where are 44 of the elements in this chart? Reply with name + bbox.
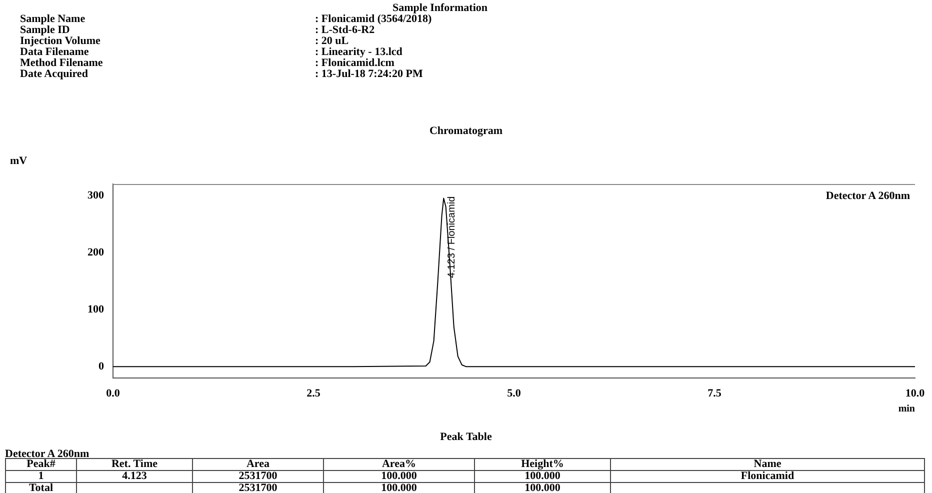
text: 100.000 bbox=[324, 470, 474, 482]
text: 100.000 bbox=[474, 482, 610, 493]
text: Peak Table bbox=[439, 431, 493, 443]
text: Height% bbox=[474, 458, 610, 470]
x-axis-title: min bbox=[898, 404, 916, 415]
text: Peak# bbox=[6, 458, 76, 470]
x-tick-label: 0.0 bbox=[106, 387, 120, 400]
text: : L-Std-6-R2 bbox=[315, 24, 375, 36]
text: mV bbox=[10, 155, 28, 167]
y-tick-label: 200 bbox=[88, 246, 104, 258]
y-tick-label: 0 bbox=[98, 360, 104, 372]
text: : Linearity - 13.lcd bbox=[315, 46, 402, 58]
text: Detector A 260nm bbox=[5, 448, 90, 460]
text: Area% bbox=[324, 458, 474, 470]
y-tick-label: 300 bbox=[88, 189, 104, 202]
text: : 13-Jul-18 7:24:20 PM bbox=[315, 68, 423, 80]
text: 4.123 bbox=[76, 470, 192, 482]
text: Sample Information bbox=[391, 2, 489, 14]
text: Sample Name bbox=[20, 13, 86, 25]
text: Data Filename bbox=[20, 46, 89, 58]
x-tick-label: 10.0 bbox=[905, 387, 926, 400]
text: : Flonicamid.lcm bbox=[315, 57, 394, 69]
text: Flonicamid bbox=[610, 470, 924, 482]
text: 100.000 bbox=[474, 470, 610, 482]
x-tick-label: 2.5 bbox=[306, 387, 321, 400]
annotation: Detector A 260nm bbox=[824, 190, 910, 202]
text: Method Filename bbox=[20, 57, 103, 69]
text: 2531700 bbox=[192, 482, 324, 493]
text: Total bbox=[6, 482, 76, 493]
text: Sample ID bbox=[20, 24, 70, 36]
text: 2531700 bbox=[192, 470, 324, 482]
text: Name bbox=[610, 458, 924, 470]
text: : Flonicamid (3564/2018) bbox=[315, 13, 432, 25]
text: Date Acquired bbox=[20, 68, 88, 80]
x-tick-label: 5.0 bbox=[507, 387, 522, 400]
text: Ret. Time bbox=[76, 458, 192, 470]
text: : 20 uL bbox=[315, 35, 349, 47]
text: Area bbox=[192, 458, 324, 470]
y-tick-label: 100 bbox=[88, 303, 104, 316]
text: Injection Volume bbox=[20, 35, 100, 47]
x-tick-label: 7.5 bbox=[708, 387, 722, 400]
text: 1 bbox=[6, 470, 76, 482]
text: 100.000 bbox=[324, 482, 474, 493]
chart-title: Chromatogram bbox=[428, 125, 504, 137]
